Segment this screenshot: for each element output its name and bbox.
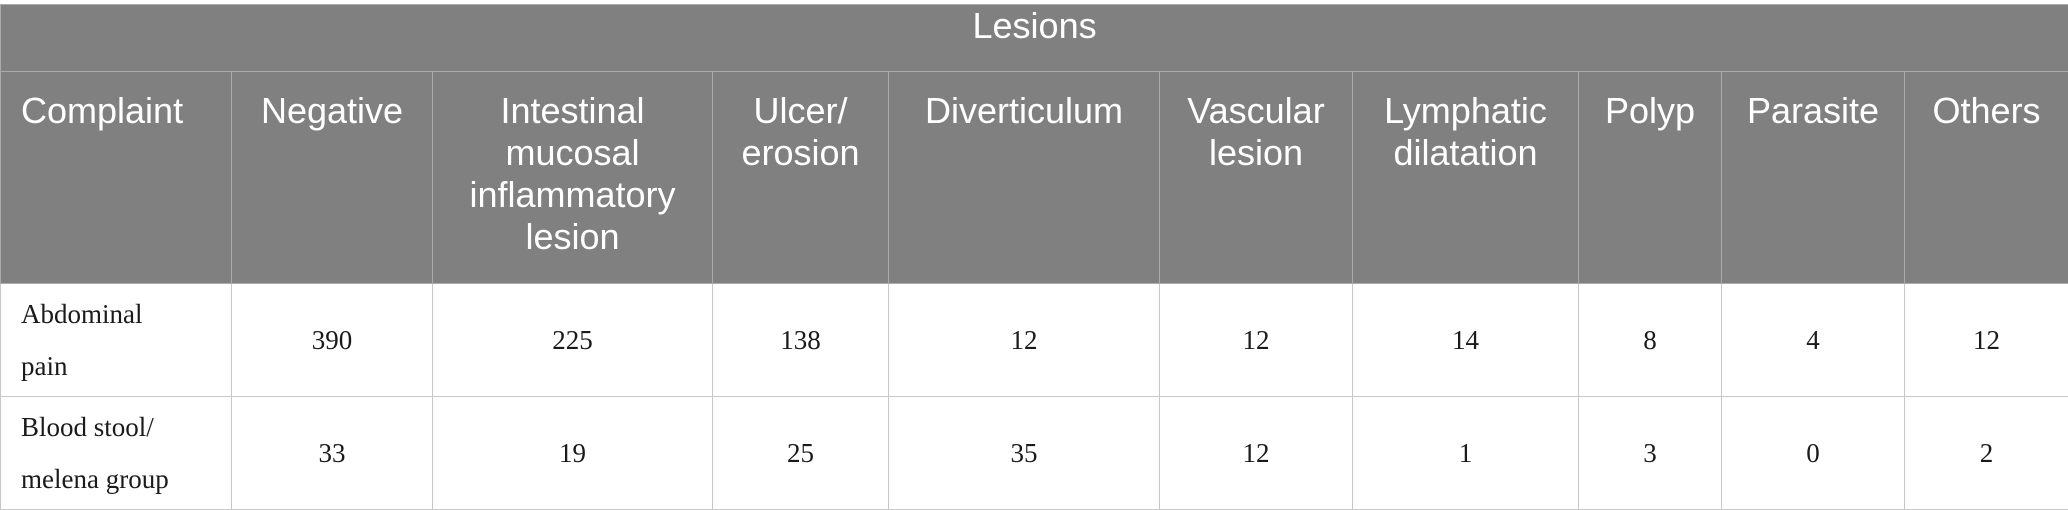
column-header-parasite: Parasite — [1722, 72, 1905, 284]
cell-intestinal-mucosal-inflammatory-lesion: 19 — [433, 397, 713, 510]
cell-others: 12 — [1905, 284, 2068, 397]
cell-ulcer-erosion: 138 — [713, 284, 889, 397]
column-header-complaint: Complaint — [1, 72, 232, 284]
column-header-vascular-lesion: Vascular lesion — [1160, 72, 1353, 284]
lesions-table: Lesions Complaint Negative Intestinal mu… — [0, 4, 2068, 510]
cell-ulcer-erosion: 25 — [713, 397, 889, 510]
lesions-group-header: Lesions — [1, 5, 2068, 72]
cell-polyp: 8 — [1579, 284, 1722, 397]
table-row: Blood stool/ melena group 33 19 25 35 12… — [1, 397, 2068, 510]
cell-diverticulum: 35 — [889, 397, 1160, 510]
column-header-lymphatic-dilatation: Lymphatic dilatation — [1353, 72, 1579, 284]
cell-others: 2 — [1905, 397, 2068, 510]
column-header-negative: Negative — [232, 72, 433, 284]
column-header-others: Others — [1905, 72, 2068, 284]
row-label-complaint: Blood stool/ melena group — [1, 397, 232, 510]
cell-lymphatic-dilatation: 14 — [1353, 284, 1579, 397]
column-header-polyp: Polyp — [1579, 72, 1722, 284]
cell-intestinal-mucosal-inflammatory-lesion: 225 — [433, 284, 713, 397]
cell-negative: 390 — [232, 284, 433, 397]
cell-negative: 33 — [232, 397, 433, 510]
column-header-row: Complaint Negative Intestinal mucosal in… — [1, 72, 2068, 284]
row-label-complaint: Abdominal pain — [1, 284, 232, 397]
column-header-ulcer-erosion: Ulcer/ erosion — [713, 72, 889, 284]
cell-lymphatic-dilatation: 1 — [1353, 397, 1579, 510]
group-header-row: Lesions — [1, 5, 2068, 72]
column-header-diverticulum: Diverticulum — [889, 72, 1160, 284]
column-header-intestinal-mucosal-inflammatory-lesion: Intestinal mucosal inflammatory lesion — [433, 72, 713, 284]
cell-vascular-lesion: 12 — [1160, 284, 1353, 397]
table-row: Abdominal pain 390 225 138 12 12 14 8 4 … — [1, 284, 2068, 397]
cell-parasite: 0 — [1722, 397, 1905, 510]
cell-vascular-lesion: 12 — [1160, 397, 1353, 510]
cell-parasite: 4 — [1722, 284, 1905, 397]
cell-diverticulum: 12 — [889, 284, 1160, 397]
cell-polyp: 3 — [1579, 397, 1722, 510]
